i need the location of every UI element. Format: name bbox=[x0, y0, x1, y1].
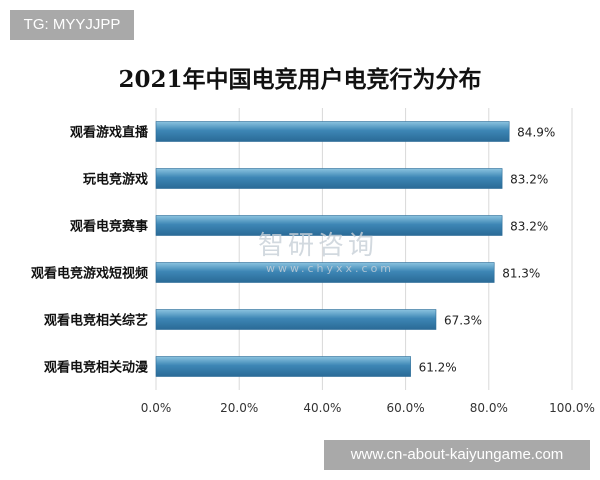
value-label: 67.3% bbox=[444, 314, 482, 328]
bar bbox=[155, 356, 411, 377]
value-label: 81.3% bbox=[502, 267, 540, 281]
value-label: 83.2% bbox=[510, 220, 548, 234]
value-label: 83.2% bbox=[510, 173, 548, 187]
bar bbox=[155, 309, 437, 330]
value-label: 84.9% bbox=[517, 126, 555, 140]
watermark-site: www.chyxx.com bbox=[266, 262, 395, 275]
x-tick-label: 60.0% bbox=[387, 401, 425, 415]
category-label: 观看游戏直播 bbox=[70, 125, 149, 141]
value-label: 61.2% bbox=[419, 361, 457, 375]
x-tick-label: 40.0% bbox=[303, 401, 341, 415]
x-tick-label: 20.0% bbox=[220, 401, 258, 415]
bar bbox=[155, 215, 503, 236]
url-badge: www.cn-about-kaiyungame.com bbox=[324, 440, 590, 470]
category-label: 玩电竞游戏 bbox=[83, 172, 148, 188]
x-tick-label: 80.0% bbox=[470, 401, 508, 415]
category-label: 观看电竞相关综艺 bbox=[44, 313, 148, 329]
bar bbox=[155, 168, 503, 189]
category-label: 观看电竞相关动漫 bbox=[44, 360, 148, 376]
bar bbox=[155, 121, 510, 142]
x-tick-label: 0.0% bbox=[141, 401, 172, 415]
watermark-name: 智研咨询 bbox=[258, 231, 379, 261]
chart-title: 2021年中国电竞用户电竞行为分布 bbox=[118, 66, 482, 93]
x-tick-label: 100.0% bbox=[549, 401, 595, 415]
watermark: 智研咨询 www.chyxx.com bbox=[210, 225, 394, 275]
category-label: 观看电竞游戏短视频 bbox=[31, 266, 148, 282]
bar bbox=[155, 262, 495, 283]
tg-badge: TG: MYYJJPP bbox=[10, 10, 134, 40]
category-label: 观看电竞赛事 bbox=[70, 219, 148, 235]
